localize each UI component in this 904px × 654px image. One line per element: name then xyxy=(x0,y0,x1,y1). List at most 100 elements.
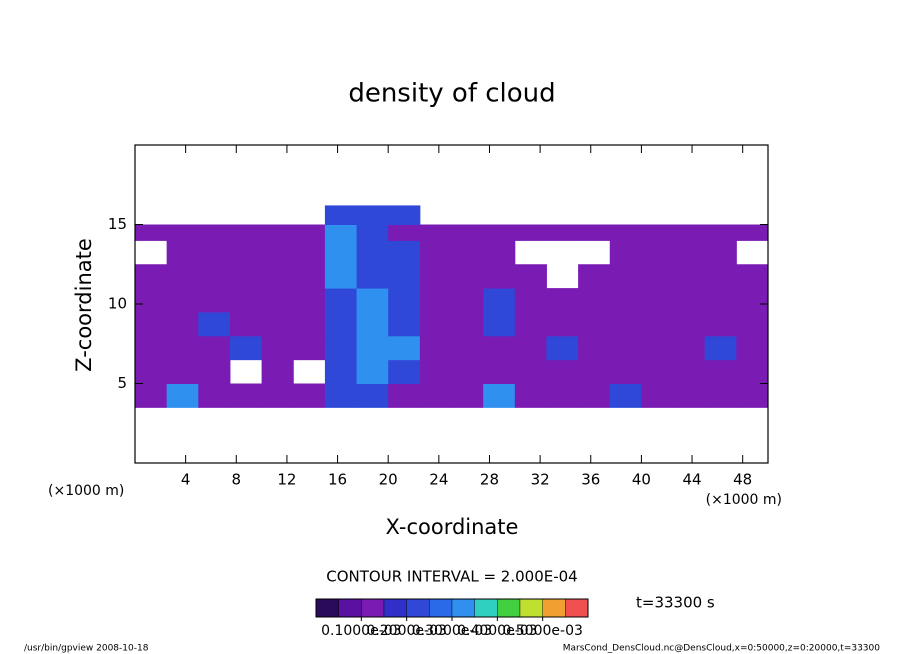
contour-cell xyxy=(135,335,168,361)
contour-cell xyxy=(609,288,642,313)
contour-cell xyxy=(483,383,516,408)
contour-cell xyxy=(388,359,421,384)
contour-cell xyxy=(578,359,611,384)
x-tick-label: 20 xyxy=(379,471,398,489)
contour-cell xyxy=(483,311,516,337)
contour-cell xyxy=(514,359,547,384)
x-tick-label: 32 xyxy=(531,471,550,489)
x-tick-label: 44 xyxy=(682,471,701,489)
contour-cell xyxy=(229,383,263,408)
contour-cell xyxy=(135,359,168,384)
contour-cell xyxy=(166,288,199,313)
contour-cell xyxy=(483,264,516,289)
contour-cell xyxy=(704,335,737,361)
contour-cell xyxy=(419,359,452,384)
time-label: t=33300 s xyxy=(636,594,715,612)
x-tick-label: 36 xyxy=(581,471,600,489)
y-tick-label: 5 xyxy=(117,374,127,392)
contour-cell xyxy=(324,288,358,313)
contour-cell xyxy=(673,311,706,337)
contour-cell xyxy=(514,311,547,337)
contour-cell xyxy=(578,288,611,313)
contour-cell xyxy=(451,311,484,337)
x-tick-label: 12 xyxy=(277,471,296,489)
y-axis-label: Z-coordinate xyxy=(72,238,96,372)
contour-cell xyxy=(736,224,769,241)
colorbar-cell xyxy=(474,598,498,618)
contour-cell xyxy=(229,335,263,361)
contour-cell xyxy=(388,383,421,408)
contour-cell xyxy=(324,383,358,408)
colorbar-cell xyxy=(406,598,430,618)
contour-cell xyxy=(609,359,642,384)
contour-cell xyxy=(229,311,263,337)
colorbar-label: 0.5000e-03 xyxy=(502,623,582,639)
contour-cell xyxy=(451,264,484,289)
contour-cell xyxy=(388,311,421,337)
x-tick-label: 24 xyxy=(429,471,448,489)
contour-cell xyxy=(356,359,389,384)
contour-cell xyxy=(388,335,421,361)
contour-cell xyxy=(483,288,516,313)
contour-cell xyxy=(135,224,168,241)
contour-cell xyxy=(324,240,358,265)
contour-cell xyxy=(419,224,452,241)
contour-cell xyxy=(198,240,231,265)
contour-cell xyxy=(356,264,389,289)
x-tick-label: 8 xyxy=(232,471,242,489)
contour-cell xyxy=(324,224,358,241)
contour-cell xyxy=(546,311,579,337)
contour-cell xyxy=(546,288,579,313)
footer-left: /usr/bin/gpview 2008-10-18 xyxy=(24,644,149,654)
contour-cell xyxy=(229,264,263,289)
contour-cell xyxy=(261,311,294,337)
contour-cell xyxy=(704,224,737,241)
colorbar-label: 0.3000e-03 xyxy=(412,623,492,639)
contour-cell xyxy=(166,335,199,361)
contour-cell xyxy=(388,264,421,289)
contour-cell xyxy=(166,311,199,337)
contour-cell xyxy=(483,335,516,361)
contour-cell xyxy=(324,335,358,361)
contour-cell xyxy=(609,224,642,241)
contour-cell xyxy=(641,224,674,241)
contour-cell xyxy=(356,311,389,337)
contour-cell xyxy=(388,240,421,265)
footer-right: MarsCond_DensCloud.nc@DensCloud,x=0:5000… xyxy=(563,644,880,654)
contour-cell xyxy=(293,335,326,361)
contour-cell xyxy=(293,383,326,408)
contour-cell xyxy=(356,224,389,241)
contour-interval: CONTOUR INTERVAL = 2.000E-04 xyxy=(326,568,577,586)
colorbar-cell xyxy=(361,598,385,618)
contour-cell xyxy=(704,383,737,408)
contour-cell xyxy=(641,264,674,289)
contour-cell xyxy=(135,288,168,313)
contour-cell xyxy=(704,264,737,289)
contour-cell xyxy=(451,240,484,265)
contour-cell xyxy=(514,383,547,408)
contour-cell xyxy=(293,311,326,337)
contour-cell xyxy=(641,311,674,337)
contour-cell xyxy=(578,264,611,289)
contour-cell xyxy=(609,311,642,337)
colorbar-label: 0.2000e-03 xyxy=(366,623,446,639)
contour-cell xyxy=(324,205,358,225)
contour-cell xyxy=(293,288,326,313)
colorbar-cell xyxy=(565,598,589,618)
contour-cell xyxy=(451,288,484,313)
contour-cell xyxy=(578,224,611,241)
contour-cell xyxy=(356,240,389,265)
contour-cell xyxy=(419,288,452,313)
contour-cell xyxy=(229,224,263,241)
x-tick-label: 4 xyxy=(181,471,191,489)
contour-cell xyxy=(641,335,674,361)
contour-cell xyxy=(261,224,294,241)
contour-cell xyxy=(641,240,674,265)
contour-cell xyxy=(641,288,674,313)
contour-cell xyxy=(673,264,706,289)
contour-cell xyxy=(135,264,168,289)
contour-cell xyxy=(198,264,231,289)
contour-cell xyxy=(483,359,516,384)
contour-cell xyxy=(673,224,706,241)
contour-cell xyxy=(451,383,484,408)
